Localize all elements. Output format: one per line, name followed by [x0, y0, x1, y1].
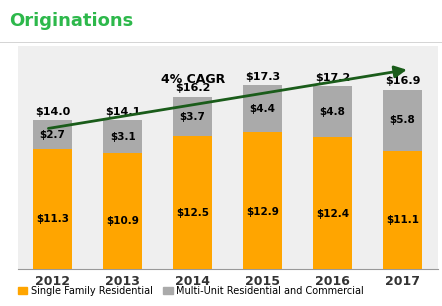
Bar	[383, 90, 422, 151]
Bar	[103, 120, 142, 153]
Legend: Single Family Residential, Multi-Unit Residential and Commercial: Single Family Residential, Multi-Unit Re…	[14, 282, 368, 300]
Text: $11.1: $11.1	[386, 215, 419, 225]
Bar	[34, 149, 72, 269]
Bar	[244, 132, 282, 269]
Text: $12.5: $12.5	[176, 208, 209, 218]
Text: 4% CAGR: 4% CAGR	[160, 73, 225, 86]
Text: $14.1: $14.1	[105, 106, 141, 117]
Text: $4.8: $4.8	[320, 107, 346, 117]
Bar	[173, 136, 212, 269]
Text: $2.7: $2.7	[40, 130, 65, 140]
Text: $11.3: $11.3	[36, 214, 69, 224]
Bar	[313, 137, 352, 269]
Text: $16.9: $16.9	[385, 76, 420, 86]
Text: $3.7: $3.7	[180, 112, 206, 122]
Bar	[244, 85, 282, 132]
Text: $4.4: $4.4	[250, 104, 276, 114]
Text: $3.1: $3.1	[110, 132, 136, 142]
Text: $17.2: $17.2	[315, 73, 350, 83]
Bar	[103, 153, 142, 269]
Bar	[313, 86, 352, 137]
Bar	[34, 120, 72, 149]
Text: $10.9: $10.9	[106, 216, 139, 226]
Bar	[383, 151, 422, 269]
Text: $5.8: $5.8	[390, 115, 415, 125]
Text: $12.4: $12.4	[316, 209, 349, 219]
Bar	[173, 97, 212, 136]
Text: $17.3: $17.3	[245, 72, 280, 81]
Text: $16.2: $16.2	[175, 83, 210, 93]
Text: $14.0: $14.0	[35, 106, 70, 117]
Text: $12.9: $12.9	[246, 207, 279, 217]
Text: Originations: Originations	[9, 13, 133, 30]
